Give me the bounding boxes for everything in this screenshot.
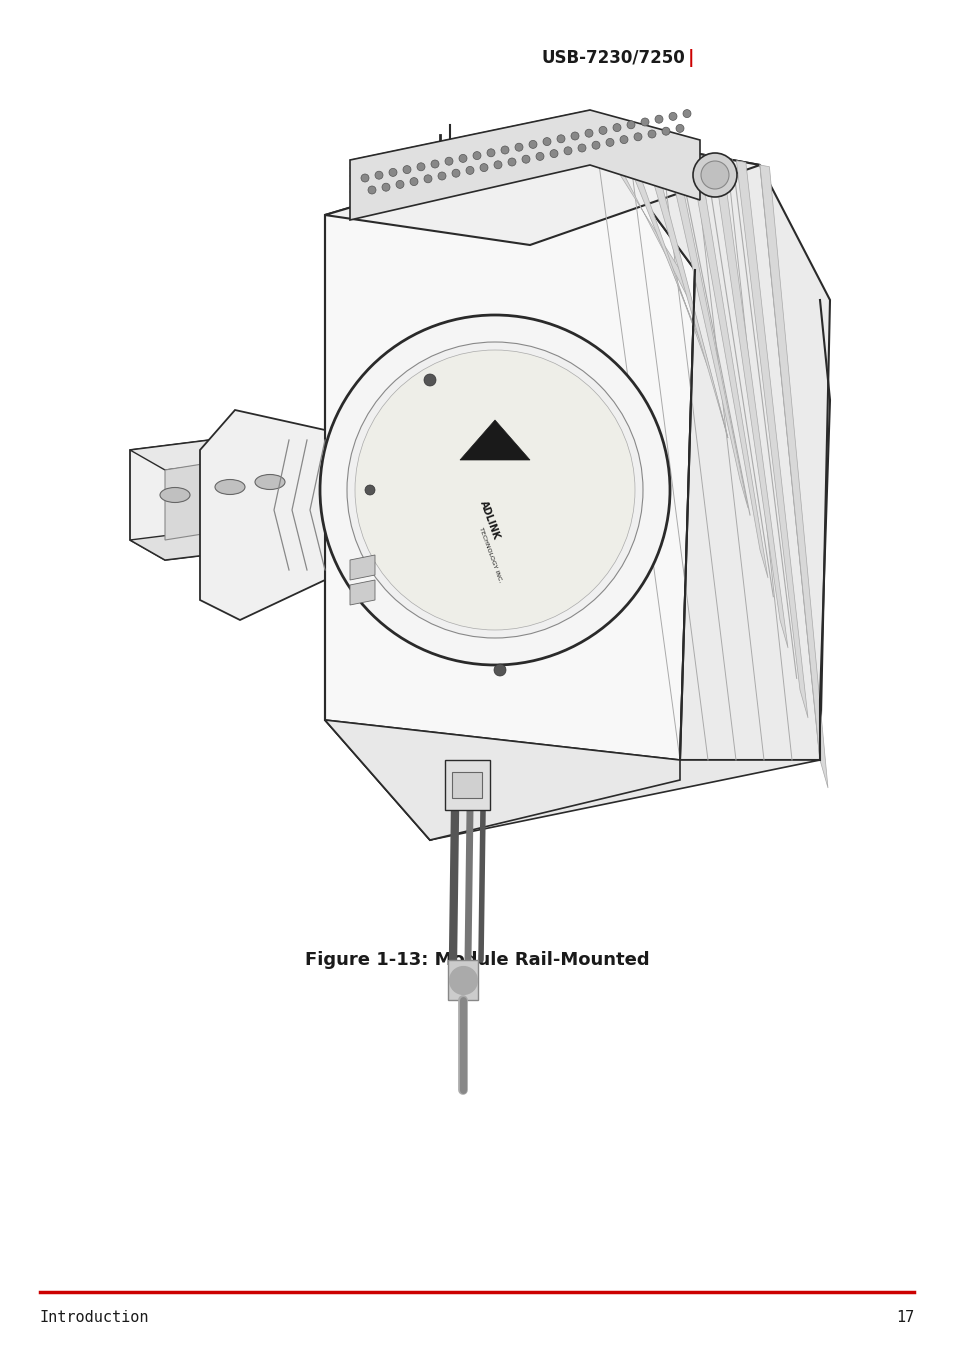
Circle shape	[319, 315, 669, 665]
Circle shape	[479, 164, 488, 172]
Polygon shape	[665, 147, 747, 508]
Circle shape	[452, 169, 459, 177]
Polygon shape	[130, 430, 330, 560]
Circle shape	[676, 124, 683, 132]
Circle shape	[626, 120, 635, 128]
Polygon shape	[165, 450, 330, 539]
Circle shape	[598, 126, 606, 134]
Circle shape	[584, 130, 593, 137]
Polygon shape	[689, 153, 767, 579]
Polygon shape	[130, 521, 330, 560]
Circle shape	[550, 150, 558, 158]
Text: Introduction: Introduction	[40, 1310, 150, 1325]
Circle shape	[465, 166, 474, 174]
Circle shape	[368, 187, 375, 193]
Circle shape	[507, 158, 516, 166]
Circle shape	[395, 180, 403, 188]
Circle shape	[700, 161, 728, 189]
Text: USB-7230/7250: USB-7230/7250	[540, 49, 684, 68]
Circle shape	[655, 115, 662, 123]
Text: TECHNOLOGY INC.: TECHNOLOGY INC.	[477, 527, 502, 583]
Polygon shape	[325, 135, 760, 245]
Polygon shape	[595, 135, 687, 297]
Circle shape	[402, 165, 411, 173]
Polygon shape	[350, 110, 700, 220]
Circle shape	[381, 184, 390, 191]
Circle shape	[494, 161, 501, 169]
Text: |: |	[687, 49, 694, 68]
Polygon shape	[130, 430, 330, 470]
Polygon shape	[736, 161, 807, 718]
Polygon shape	[325, 135, 695, 840]
Circle shape	[692, 153, 737, 197]
Circle shape	[557, 135, 564, 143]
Circle shape	[486, 149, 495, 157]
Polygon shape	[350, 580, 375, 604]
Circle shape	[682, 110, 690, 118]
Circle shape	[423, 375, 436, 387]
Ellipse shape	[254, 475, 285, 489]
Circle shape	[360, 174, 369, 183]
Circle shape	[640, 118, 648, 126]
Circle shape	[347, 342, 642, 638]
Circle shape	[661, 127, 669, 135]
Polygon shape	[325, 721, 820, 840]
Circle shape	[473, 151, 480, 160]
Circle shape	[542, 138, 551, 146]
Circle shape	[389, 169, 396, 176]
Circle shape	[521, 155, 530, 164]
Circle shape	[458, 154, 467, 162]
Polygon shape	[452, 772, 481, 798]
Circle shape	[416, 162, 424, 170]
Polygon shape	[350, 556, 375, 580]
Circle shape	[634, 132, 641, 141]
Circle shape	[515, 143, 522, 151]
Circle shape	[613, 123, 620, 131]
Circle shape	[500, 146, 509, 154]
Circle shape	[444, 157, 453, 165]
Circle shape	[605, 138, 614, 146]
Text: 17: 17	[895, 1310, 913, 1325]
Polygon shape	[200, 410, 325, 621]
Polygon shape	[595, 135, 829, 760]
Circle shape	[529, 141, 537, 149]
Polygon shape	[459, 420, 530, 460]
Polygon shape	[444, 760, 490, 810]
Polygon shape	[618, 139, 707, 368]
Polygon shape	[641, 143, 727, 438]
Polygon shape	[448, 960, 477, 1000]
Circle shape	[619, 135, 627, 143]
Ellipse shape	[160, 488, 190, 503]
Circle shape	[410, 177, 417, 185]
Circle shape	[431, 160, 438, 168]
Circle shape	[494, 664, 505, 676]
Circle shape	[592, 141, 599, 149]
Circle shape	[647, 130, 656, 138]
Polygon shape	[760, 165, 827, 788]
Polygon shape	[712, 157, 787, 648]
Circle shape	[668, 112, 677, 120]
Circle shape	[423, 174, 432, 183]
Circle shape	[578, 145, 585, 151]
Ellipse shape	[214, 480, 245, 495]
Circle shape	[365, 485, 375, 495]
Circle shape	[355, 350, 635, 630]
Circle shape	[571, 132, 578, 141]
Circle shape	[536, 153, 543, 161]
Circle shape	[375, 172, 382, 180]
Text: ADLINK: ADLINK	[477, 499, 501, 541]
Circle shape	[437, 172, 446, 180]
Polygon shape	[325, 721, 679, 840]
Circle shape	[563, 147, 572, 154]
Text: Figure 1-13: Module Rail-Mounted: Figure 1-13: Module Rail-Mounted	[304, 950, 649, 969]
